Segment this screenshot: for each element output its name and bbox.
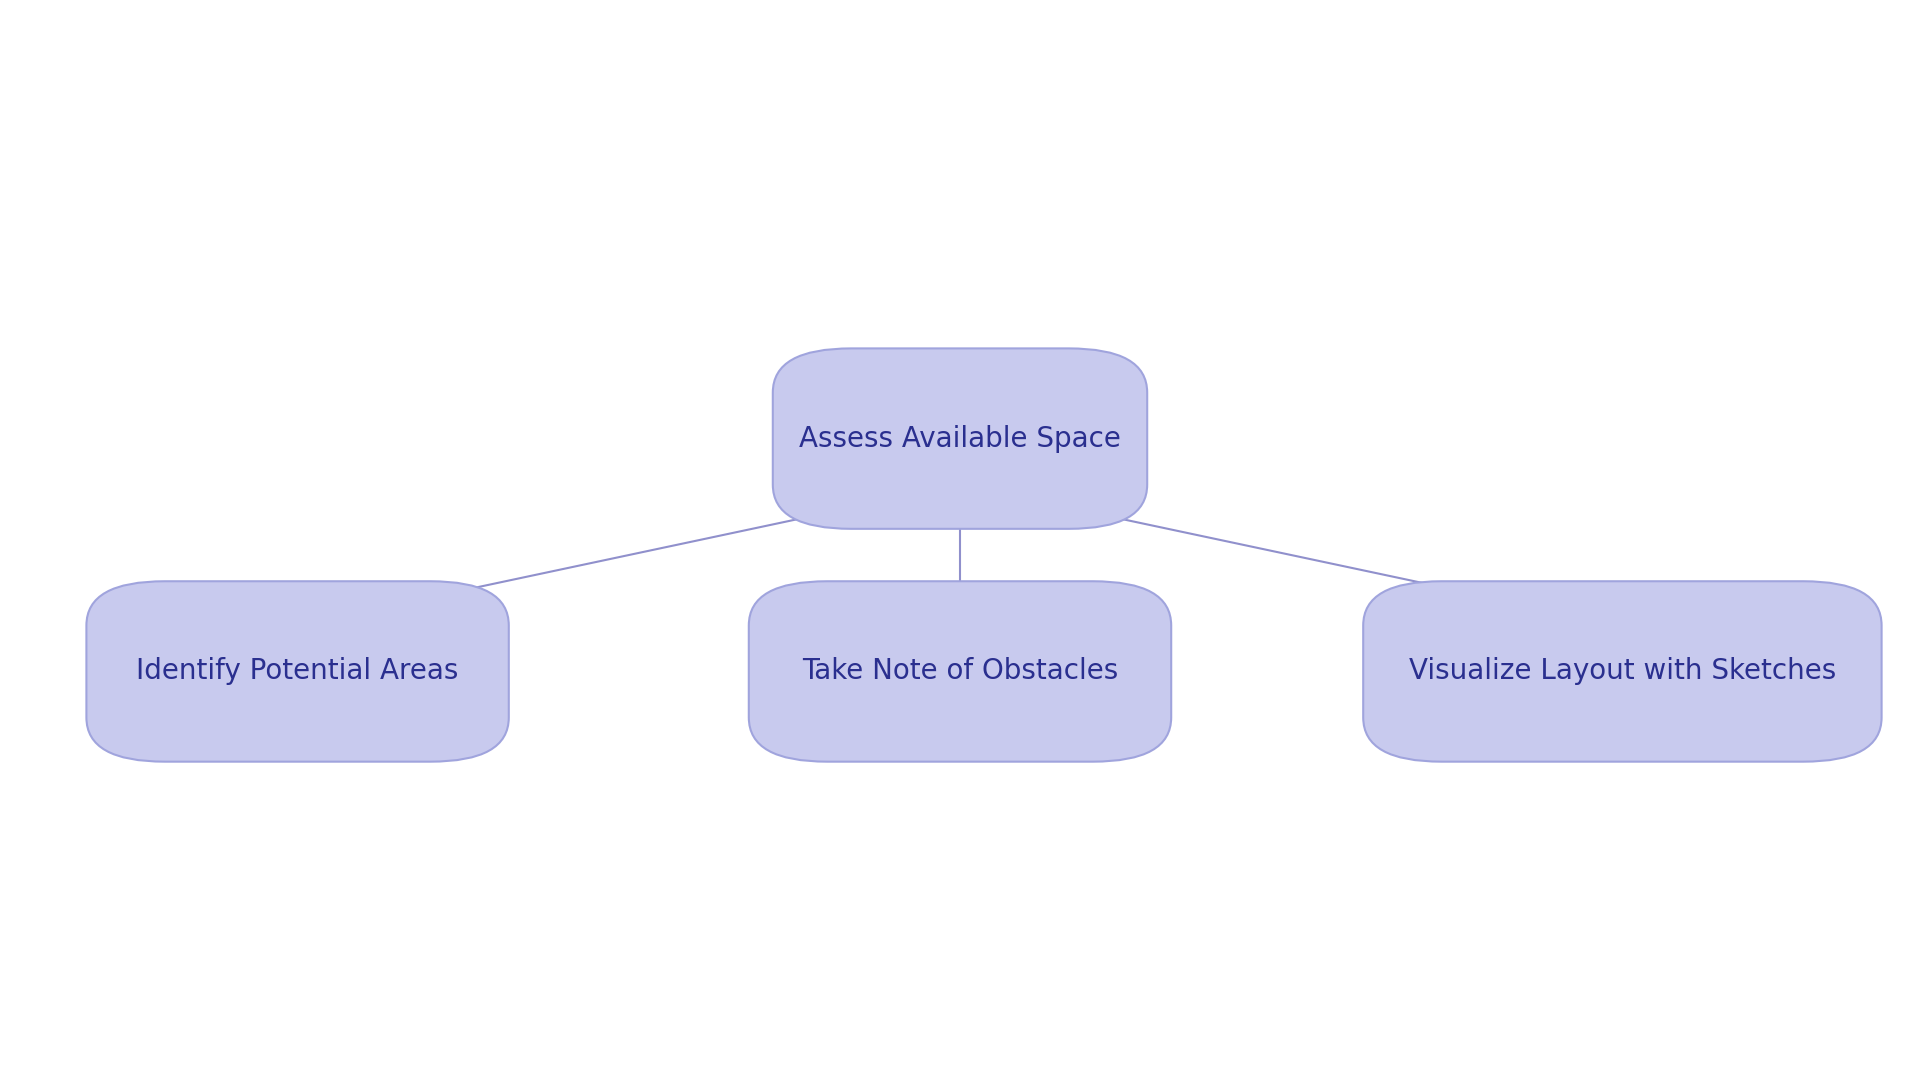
Text: Visualize Layout with Sketches: Visualize Layout with Sketches <box>1409 657 1836 686</box>
FancyBboxPatch shape <box>749 582 1171 761</box>
FancyBboxPatch shape <box>772 349 1146 529</box>
FancyBboxPatch shape <box>86 582 509 761</box>
Text: Identify Potential Areas: Identify Potential Areas <box>136 657 459 686</box>
FancyBboxPatch shape <box>1363 582 1882 761</box>
Text: Take Note of Obstacles: Take Note of Obstacles <box>803 657 1117 686</box>
Text: Assess Available Space: Assess Available Space <box>799 425 1121 453</box>
